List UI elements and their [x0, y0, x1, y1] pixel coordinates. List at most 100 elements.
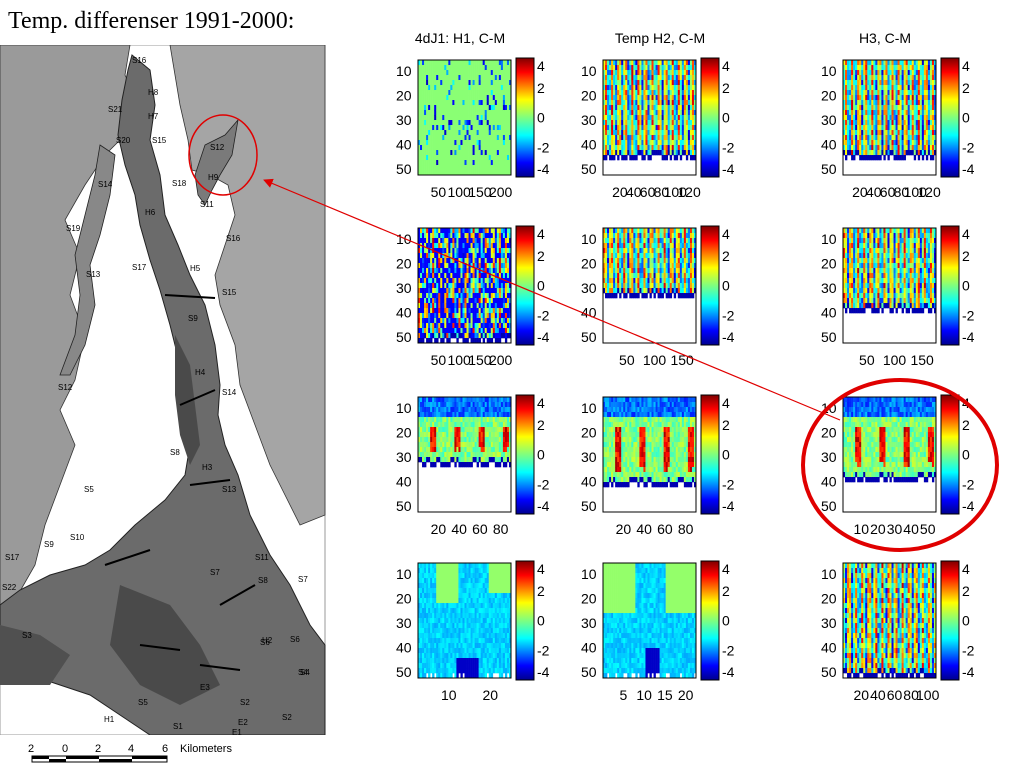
colorbar — [515, 560, 535, 681]
scalebar-seg-5 — [99, 759, 132, 762]
map-station-label: S12 — [210, 143, 225, 152]
map-station-label: H6 — [145, 208, 156, 217]
y-tick-label: 30 — [581, 112, 597, 128]
panel-frame — [842, 59, 937, 176]
y-tick-label: 40 — [581, 474, 597, 490]
y-tick-label: 40 — [396, 640, 412, 656]
y-tick-label: 30 — [581, 449, 597, 465]
map-station-label: S13 — [222, 485, 237, 494]
map-station-labels: S16 H8 S21 H7 S15 S20 S14 H6 S18 H9 S12 S11 S16 S19 S1… — [2, 56, 310, 735]
colorbar — [940, 560, 960, 681]
colorbar-tick-label: 2 — [962, 80, 970, 96]
colorbar-tick-label: 4 — [537, 58, 545, 74]
scalebar-tick-label: 4 — [128, 743, 134, 755]
map-station-label: S17 — [132, 263, 147, 272]
map-station-label: S1 — [173, 722, 183, 731]
y-tick-label: 20 — [396, 88, 412, 104]
colorbar-tick-label: 4 — [537, 226, 545, 242]
column-title-h2: Temp H2, C-M — [614, 30, 706, 46]
colorbar-tick-label: -2 — [722, 642, 735, 658]
colorbar-tick-label: 4 — [722, 561, 730, 577]
map-station-label: S8 — [170, 448, 180, 457]
map-fjord-west — [59, 144, 116, 376]
colorbar — [700, 560, 720, 681]
colorbar — [700, 225, 720, 346]
map-station-label: E1 — [232, 728, 242, 735]
map-station-label: E2 — [238, 718, 248, 727]
map-station-label: S21 — [108, 105, 123, 114]
colorbar-tick-label: -2 — [537, 642, 550, 658]
colorbar-tick-label: 4 — [722, 226, 730, 242]
x-tick-label: 100 — [447, 352, 471, 368]
colorbar-tick-label: -4 — [962, 329, 975, 345]
y-tick-label: 10 — [581, 231, 597, 247]
colorbar-tick-label: 0 — [722, 278, 730, 294]
colorbar-tick-label: 0 — [722, 110, 730, 126]
y-tick-label: 40 — [821, 474, 837, 490]
colorbar-tick-label: 0 — [962, 447, 970, 463]
column-title-h1: 4dJ1: H1, C-M — [414, 30, 506, 46]
x-tick-label: 10 — [636, 687, 652, 703]
colorbar-tick-label: 2 — [537, 248, 545, 264]
colorbar-tick-label: 4 — [722, 58, 730, 74]
x-tick-label: 40 — [451, 521, 467, 537]
map-deep-basin-1 — [175, 335, 200, 465]
y-tick-label: 50 — [821, 664, 837, 680]
scalebar-tick-label: 0 — [62, 743, 68, 755]
y-tick-label: 10 — [581, 400, 597, 416]
panel-frame — [842, 562, 937, 679]
panel-frame — [417, 59, 512, 176]
x-tick-label: 10 — [854, 521, 870, 537]
x-tick-label: 80 — [493, 521, 509, 537]
map-station-label: S18 — [172, 179, 187, 188]
x-tick-label: 10 — [441, 687, 457, 703]
x-tick-label: 80 — [903, 687, 919, 703]
map-station-label: S2 — [240, 698, 250, 707]
x-tick-label: 100 — [904, 184, 928, 200]
y-tick-label: 50 — [581, 329, 597, 345]
x-tick-label: 50 — [859, 352, 875, 368]
map-transects — [104, 294, 256, 671]
y-tick-label: 40 — [581, 640, 597, 656]
colorbar-tick-label: -2 — [537, 139, 550, 155]
y-tick-label: 40 — [821, 137, 837, 153]
colorbar-tick-label: -4 — [962, 498, 975, 514]
colorbar-tick-label: -4 — [722, 329, 735, 345]
x-tick-label: 60 — [640, 184, 656, 200]
x-tick-label: 20 — [616, 521, 632, 537]
map-station-label: H5 — [190, 264, 201, 273]
panel-frame — [842, 227, 937, 344]
colorbar-tick-label: -2 — [722, 139, 735, 155]
x-tick-label: 15 — [657, 687, 673, 703]
panel-frame — [417, 227, 512, 344]
y-tick-label: 50 — [821, 161, 837, 177]
colorbar-tick-label: 0 — [722, 447, 730, 463]
map-station-label: S10 — [70, 533, 85, 542]
colorbar-tick-label: 2 — [962, 417, 970, 433]
colorbar-tick-label: -2 — [962, 476, 975, 492]
y-tick-label: 50 — [821, 498, 837, 514]
colorbar-tick-label: 4 — [537, 395, 545, 411]
x-tick-label: 80 — [678, 521, 694, 537]
y-tick-label: 50 — [396, 161, 412, 177]
x-tick-label: 150 — [670, 352, 694, 368]
y-tick-label: 40 — [396, 474, 412, 490]
panel-frame — [602, 396, 697, 513]
colorbar-tick-label: 2 — [722, 583, 730, 599]
scalebar-tick-label: 6 — [162, 743, 168, 755]
map-highlight-circle — [188, 114, 258, 196]
map-station-label: S2 — [282, 713, 292, 722]
x-tick-label: 20 — [852, 184, 868, 200]
x-tick-label: 60 — [472, 521, 488, 537]
x-tick-label: 40 — [636, 521, 652, 537]
map-station-label: S12 — [58, 383, 73, 392]
colorbar — [515, 394, 535, 515]
colorbar — [940, 57, 960, 178]
colorbar-tick-label: 2 — [537, 80, 545, 96]
y-tick-label: 20 — [396, 425, 412, 441]
y-tick-label: 30 — [396, 449, 412, 465]
colorbar-tick-label: -2 — [537, 307, 550, 323]
map-station-label: S15 — [152, 136, 167, 145]
